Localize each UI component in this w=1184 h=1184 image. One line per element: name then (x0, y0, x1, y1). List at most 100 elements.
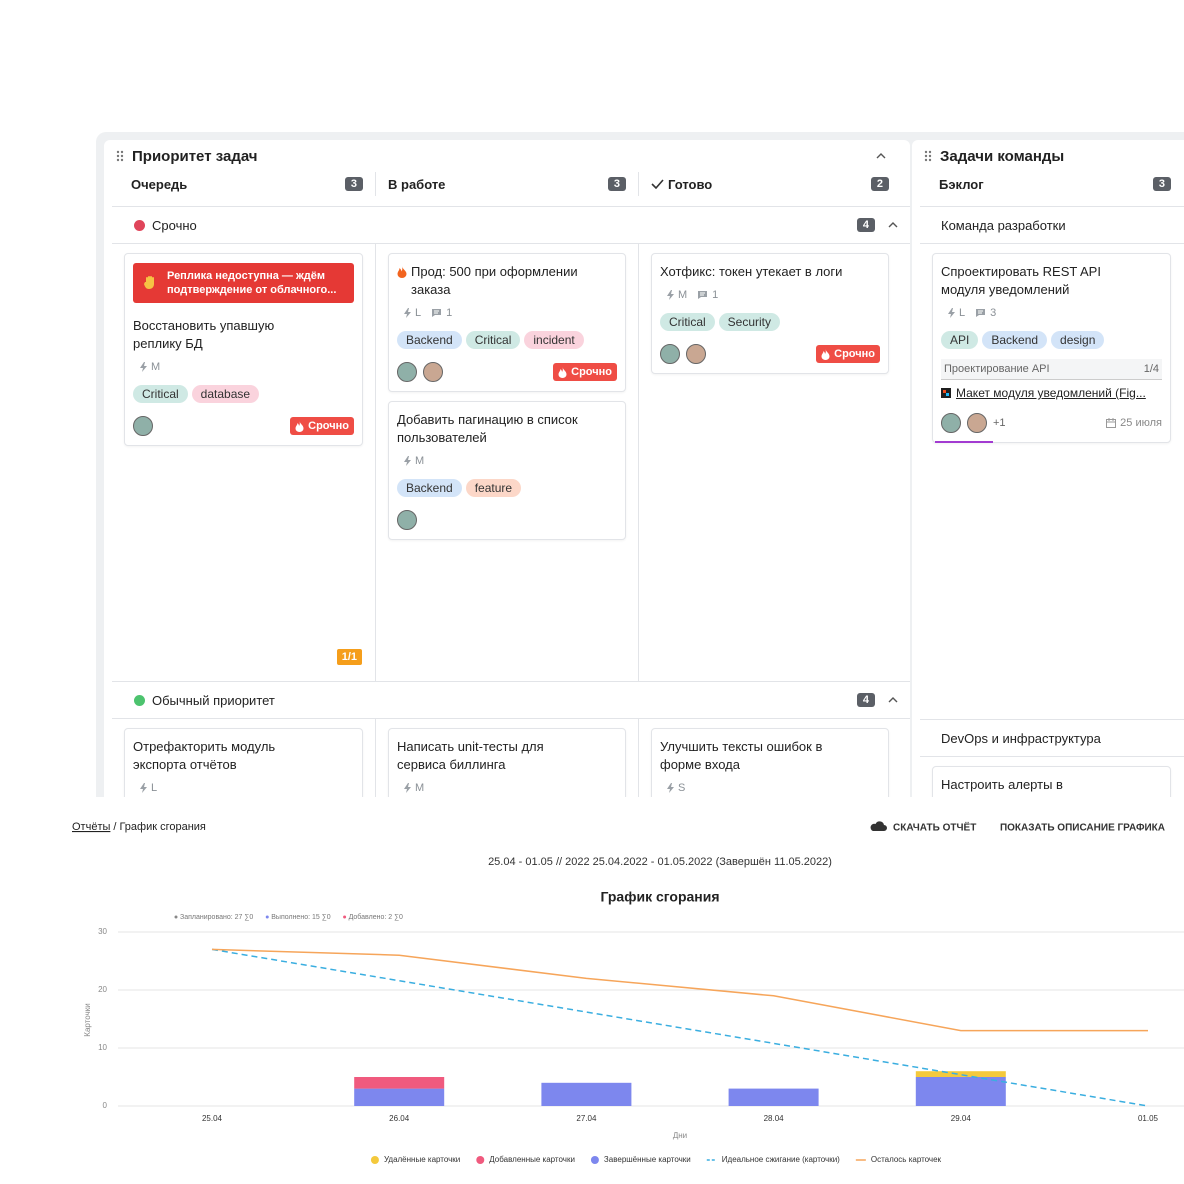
icon-part (976, 309, 986, 317)
icon-part (295, 420, 304, 432)
urgent-text: Срочно (308, 420, 349, 432)
breadcrumb-link[interactable]: Отчёты (72, 821, 110, 833)
column-headers: Бэклог 3 (920, 172, 1184, 207)
tag[interactable]: Critical (133, 385, 188, 403)
legend-label: Осталось карточек (871, 1155, 942, 1164)
card-title-text: Спроектировать REST API модуля уведомлен… (941, 264, 1101, 297)
tag[interactable]: API (941, 331, 979, 349)
icon-part (140, 783, 147, 793)
tag[interactable]: Critical (660, 313, 715, 331)
tag-list: Critical database (133, 385, 354, 403)
icon-part (876, 153, 886, 159)
legend-marker (590, 1156, 599, 1164)
card-meta: S (666, 782, 880, 794)
card-title: Восстановить упавшую реплику БД (133, 317, 323, 353)
card-meta: M (139, 361, 354, 373)
tag[interactable]: design (1051, 331, 1105, 349)
card-title-text: Восстановить упавшую реплику БД (133, 318, 275, 351)
tag[interactable]: Critical (465, 331, 521, 349)
x-tick-label: 27.04 (576, 1114, 597, 1123)
column-header: В работе 3 (375, 172, 638, 196)
icon-part (1106, 418, 1117, 423)
action-download[interactable]: СКАЧАТЬ ОТЧЁТ (893, 821, 976, 834)
group-header[interactable]: DevOps и инфраструктура (920, 720, 1184, 757)
tag[interactable]: Backend (982, 331, 1048, 349)
icon-part (558, 366, 567, 378)
x-axis-label: Дни (673, 1131, 687, 1140)
urgent-badge: Срочно (816, 345, 880, 363)
tag-list: Backend Critical incident (397, 331, 617, 349)
group-count: 4 (856, 693, 875, 707)
size-estimate: M (415, 782, 425, 794)
card-footer: Срочно (397, 361, 617, 383)
group-body: Спроектировать REST API модуля уведомлен… (920, 244, 1184, 720)
group-column: Настроить алерты в (920, 757, 1183, 797)
icon-part (978, 310, 984, 314)
icon-part (888, 697, 898, 703)
action-description[interactable]: ПОКАЗАТЬ ОПИСАНИЕ ГРАФИКА (1000, 823, 1165, 834)
size-estimate: L (415, 307, 422, 319)
urgent-text: Срочно (834, 348, 875, 360)
icon-part (116, 150, 124, 162)
group-header[interactable]: Команда разработки (920, 207, 1184, 244)
group-header[interactable]: Обычный приоритет 4 (112, 682, 910, 719)
icon-part (116, 158, 120, 162)
icon-part (924, 158, 928, 162)
tag[interactable]: Security (718, 313, 781, 331)
tag[interactable]: incident (524, 331, 584, 349)
size-estimate: L (959, 307, 966, 319)
avatar (397, 510, 417, 530)
board: Приоритет задач Очередь 3 В работе 3 Готово 2 С… (96, 132, 1184, 797)
y-axis-label: Карточки (83, 1003, 92, 1036)
group-column: Отрефакторить модуль экспорта отчётов L (112, 719, 375, 797)
card-meta: M (403, 455, 617, 467)
tag[interactable]: Backend (397, 331, 462, 349)
card-footer: +1 25 июля (941, 412, 1162, 434)
tag[interactable]: Backend (397, 479, 462, 497)
icon-part (120, 154, 124, 158)
icon-part (924, 154, 928, 158)
column-header: Готово 2 (638, 172, 901, 196)
icon-part (140, 783, 147, 793)
panel-title: Приоритет задач (132, 147, 258, 165)
icon-part (295, 420, 304, 432)
bar (541, 1082, 632, 1106)
group-header[interactable]: Срочно 4 (112, 207, 910, 244)
icon-part (821, 348, 830, 360)
tag[interactable]: feature (465, 479, 522, 497)
column-header: Очередь 3 (112, 172, 375, 196)
avatar (660, 344, 680, 364)
link-text[interactable]: Макет модуля уведомлений (Fig... (956, 386, 1146, 400)
icon-part (116, 154, 120, 158)
icon-part (116, 150, 124, 162)
attachment-link[interactable]: Макет модуля уведомлений (Fig... (941, 386, 1162, 400)
icon-part (924, 150, 928, 154)
pager[interactable]: 1/1 (336, 649, 362, 665)
legend-label: Добавленные карточки (489, 1155, 575, 1164)
card-title: Улучшить тексты ошибок в форме входа (660, 738, 850, 774)
icon-part (1106, 418, 1117, 428)
legend: Удалённые карточки Добавленные карточки За… (370, 1155, 942, 1164)
group-column: Реплика недоступна — ждём подтверждение … (112, 244, 375, 681)
avatar (967, 413, 987, 433)
card-progress-line (935, 441, 993, 443)
icon-part (144, 276, 154, 289)
icon-part (928, 150, 932, 154)
card-title-text: Настроить алерты в (941, 777, 1063, 792)
column-count: 3 (344, 177, 363, 191)
comment-count: 3 (990, 307, 997, 319)
card-title-text: Написать unit-тесты для сервиса биллинга (397, 739, 544, 772)
icon-part (404, 456, 411, 466)
icon-part (924, 150, 932, 162)
group-body: Реплика недоступна — ждём подтверждение … (112, 244, 910, 682)
task-card: Улучшить тексты ошибок в форме входа S (651, 728, 889, 797)
bar (915, 1077, 1006, 1106)
tag[interactable]: database (191, 385, 260, 403)
icon-part (941, 388, 951, 398)
icon-part (948, 308, 955, 318)
card-title-text: Хотфикс: токен утекает в логи (660, 264, 843, 279)
icon-part (404, 308, 411, 318)
panel-header: Задачи команды (920, 140, 1184, 172)
card-title-text: Улучшить тексты ошибок в форме входа (660, 739, 823, 772)
